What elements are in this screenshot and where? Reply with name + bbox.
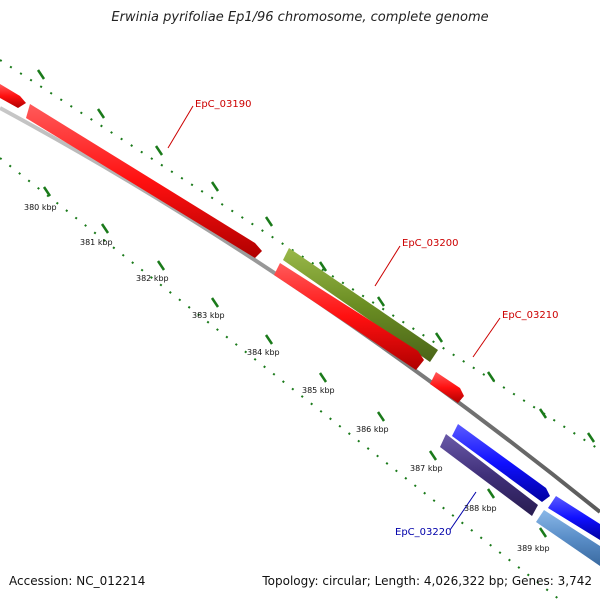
gene-epc-03190[interactable] <box>26 104 262 258</box>
scale-label-389: 389 kbp <box>517 544 550 553</box>
gene-blue-1[interactable] <box>452 424 550 502</box>
gene-label-epc-03200: EpC_03200 <box>402 238 458 249</box>
scale-label-386: 386 kbp <box>356 425 389 434</box>
gene-steel[interactable] <box>536 510 600 566</box>
leader-epc-03190 <box>167 105 194 149</box>
accession-text: Accession: NC_012214 <box>9 574 146 588</box>
genome-summary: Topology: circular; Length: 4,026,322 bp… <box>262 574 592 588</box>
leader-epc-03220 <box>449 491 477 531</box>
scale-label-382: 382 kbp <box>136 274 169 283</box>
outer-tick-ring <box>0 59 600 451</box>
scale-label-387: 387 kbp <box>410 464 443 473</box>
scale-label-388: 388 kbp <box>464 504 497 513</box>
gene-label-epc-03190: EpC_03190 <box>195 99 251 110</box>
scale-label-380: 380 kbp <box>24 203 57 212</box>
gene-arrow-left-edge[interactable] <box>0 84 26 108</box>
scale-label-384: 384 kbp <box>247 348 280 357</box>
gene-blue-2[interactable] <box>548 496 600 540</box>
gene-label-epc-03210: EpC_03210 <box>502 310 558 321</box>
gene-label-epc-03220: EpC_03220 <box>395 527 451 538</box>
gene-epc-03210-part2[interactable] <box>430 372 464 403</box>
gene-epc-03220[interactable] <box>440 434 538 516</box>
inner-major-ticks <box>42 186 548 538</box>
inner-tick-ring <box>0 157 561 600</box>
gene-epc-03200[interactable] <box>283 248 438 362</box>
map-title: Erwinia pyrifoliae Ep1/96 chromosome, co… <box>111 10 489 25</box>
scale-label-383: 383 kbp <box>192 311 225 320</box>
gene-epc-03210-part1[interactable] <box>274 263 424 370</box>
outer-major-ticks <box>36 69 596 443</box>
scale-label-385: 385 kbp <box>302 386 335 395</box>
scale-label-381: 381 kbp <box>80 238 113 247</box>
leader-epc-03200 <box>374 245 401 287</box>
leader-epc-03210 <box>472 317 501 358</box>
